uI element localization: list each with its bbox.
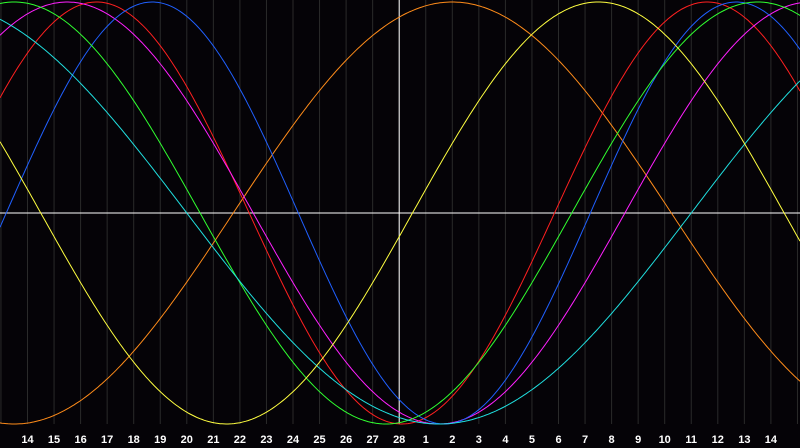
x-tick-label: 2 bbox=[449, 434, 455, 446]
x-tick-label: 14 bbox=[765, 434, 778, 446]
x-tick-label: 8 bbox=[609, 434, 615, 446]
series-line-1 bbox=[0, 1, 800, 425]
x-tick-label: 25 bbox=[313, 434, 325, 446]
x-tick-label: 5 bbox=[529, 434, 535, 446]
axes bbox=[0, 0, 800, 424]
x-tick-label: 19 bbox=[154, 434, 166, 446]
x-tick-label: 15 bbox=[48, 434, 60, 446]
x-tick-label: 21 bbox=[207, 434, 219, 446]
x-tick-label: 14 bbox=[21, 434, 34, 446]
x-tick-label: 6 bbox=[555, 434, 561, 446]
x-tick-label: 27 bbox=[367, 434, 379, 446]
x-tick-label: 11 bbox=[685, 434, 697, 446]
x-tick-label: 13 bbox=[738, 434, 750, 446]
x-tick-label: 7 bbox=[582, 434, 588, 446]
x-tick-label: 22 bbox=[234, 434, 246, 446]
x-tick-label: 4 bbox=[502, 434, 509, 446]
x-tick-label: 26 bbox=[340, 434, 352, 446]
x-tick-label: 24 bbox=[287, 434, 300, 446]
series-line-4 bbox=[0, 1, 800, 425]
x-tick-label: 20 bbox=[181, 434, 193, 446]
x-tick-label: 28 bbox=[393, 434, 405, 446]
x-tick-label: 1 bbox=[423, 434, 429, 446]
series-line-6 bbox=[0, 18, 800, 425]
vertical-gridlines bbox=[0, 0, 798, 424]
x-tick-label: 10 bbox=[659, 434, 671, 446]
series-line-5 bbox=[0, 1, 800, 425]
series-line-3 bbox=[0, 1, 800, 425]
x-tick-labels: 14 15 16 17 18 19 20 21 22 23 24 25 26 27 28 1 2 3 4 5 6 7 8 9 1… bbox=[21, 434, 778, 446]
x-tick-label: 18 bbox=[128, 434, 140, 446]
x-tick-label: 17 bbox=[101, 434, 113, 446]
x-tick-label: 16 bbox=[74, 434, 86, 446]
x-tick-label: 3 bbox=[476, 434, 482, 446]
x-tick-label: 12 bbox=[712, 434, 724, 446]
x-tick-label: 23 bbox=[260, 434, 272, 446]
series-lines bbox=[0, 1, 800, 425]
x-tick-label: 9 bbox=[635, 434, 641, 446]
series-line-7 bbox=[0, 1, 800, 425]
series-line-2 bbox=[0, 1, 800, 425]
